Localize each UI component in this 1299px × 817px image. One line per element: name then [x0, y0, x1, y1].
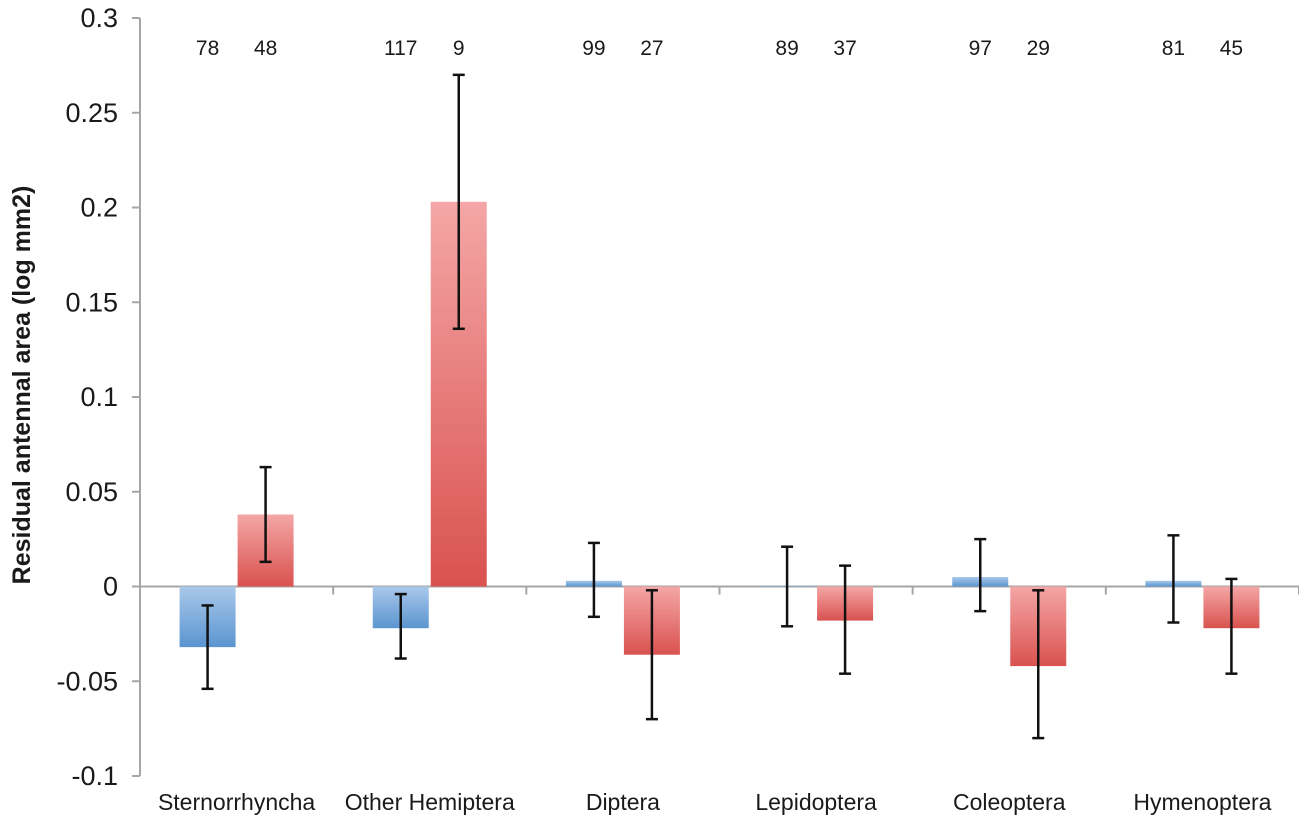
- y-tick-label: 0: [103, 572, 118, 602]
- sample-size-label: 89: [775, 37, 798, 60]
- x-tick-label: Other Hemiptera: [345, 789, 515, 815]
- sample-size-label: 99: [582, 37, 605, 60]
- x-tick-label: Hymenoptera: [1133, 789, 1271, 815]
- bars: [179, 201, 1260, 667]
- sample-size-label: 9: [453, 37, 465, 60]
- y-tick-label: 0.1: [80, 382, 118, 412]
- sample-size-label: 29: [1027, 37, 1050, 60]
- sample-size-label: 48: [254, 37, 277, 60]
- axes: [132, 17, 1299, 777]
- sample-size-label: 27: [640, 37, 663, 60]
- x-tick-label: Sternorrhyncha: [158, 789, 315, 815]
- y-axis-label: Residual antennal area (log mm2): [8, 186, 36, 585]
- error-bars: [201, 73, 1238, 740]
- sample-size-label: 45: [1220, 37, 1243, 60]
- y-tick-label: 0.15: [65, 287, 118, 317]
- sample-size-label: 81: [1162, 37, 1185, 60]
- y-tick-label: 0.3: [80, 3, 118, 33]
- sample-size-label: 97: [969, 37, 992, 60]
- y-tick-label: -0.1: [71, 761, 118, 791]
- labels: -0.1 -0.05 0 0.05 0.1 0.15 0.2 0.25 0.3 Sternorrh…: [56, 3, 1271, 815]
- x-tick-label: Coleoptera: [953, 789, 1066, 815]
- y-tick-label: -0.05: [56, 666, 118, 696]
- x-tick-label: Diptera: [586, 789, 660, 815]
- y-tick-label: 0.25: [65, 98, 118, 128]
- sample-size-label: 117: [384, 37, 417, 60]
- y-tick-label: 0.2: [80, 193, 118, 223]
- sample-size-label: 37: [833, 37, 856, 60]
- sample-size-label: 78: [196, 37, 219, 60]
- y-tick-label: 0.05: [65, 477, 118, 507]
- x-tick-label: Lepidoptera: [755, 789, 877, 815]
